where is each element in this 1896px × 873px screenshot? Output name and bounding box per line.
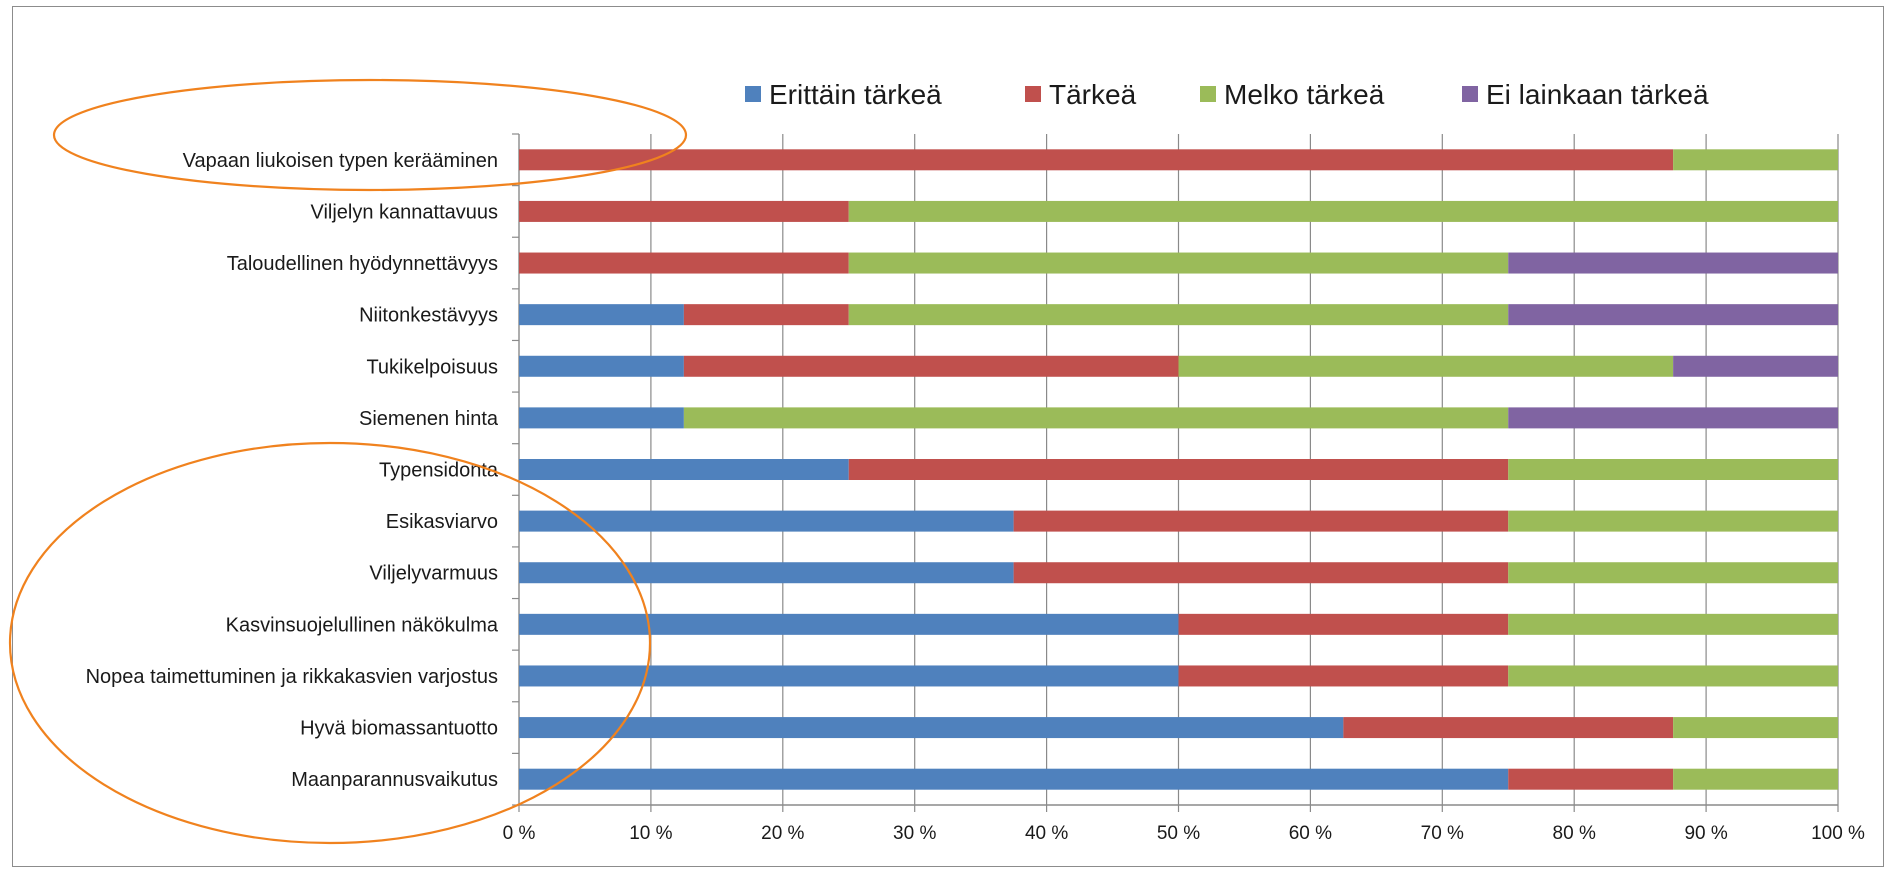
bar-segment-tarkea-kasvinsuojelullinen-nakokulma	[1178, 613, 1509, 635]
bar-segment-tarkea-tukikelpoisuus	[683, 355, 1179, 377]
bars	[519, 149, 1838, 790]
bar-segment-erittain-tarkea-niitonkestavyys	[519, 304, 684, 326]
bar-segment-erittain-tarkea-viljelyvarmuus	[519, 562, 1014, 584]
bar-segment-erittain-tarkea-siemenen-hinta	[519, 407, 684, 429]
bar-segment-melko-tarkea-viljelyn-kannattavuus	[848, 200, 1838, 222]
highlight-ellipse	[8, 441, 652, 845]
bar-segment-tarkea-taloudellinen-hyodynnettavyys	[519, 252, 849, 274]
bar-segment-ei-lainkaan-tarkea-taloudellinen-hyodynnettavyys	[1508, 252, 1838, 274]
x-tick-label: 30 %	[893, 823, 936, 844]
bar-segment-melko-tarkea-nopea-taimettuminen-ja-rikkakasvien-varjostus	[1508, 665, 1838, 687]
bar-segment-ei-lainkaan-tarkea-tukikelpoisuus	[1673, 355, 1838, 377]
category-label: Viljelyn kannattavuus	[310, 201, 498, 223]
category-label: Maanparannusvaikutus	[291, 769, 498, 791]
bar-segment-erittain-tarkea-hyva-biomassantuotto	[519, 717, 1344, 739]
category-labels: Vapaan liukoisen typen kerääminen Viljely…	[86, 150, 499, 791]
bar-segment-erittain-tarkea-esikasviarvo	[519, 510, 1014, 532]
bar-segment-erittain-tarkea-typensidonta	[519, 459, 849, 480]
category-label: Niitonkestävyys	[359, 305, 498, 327]
x-tick-label: 60 %	[1289, 823, 1332, 844]
x-tick-label: 0 %	[503, 823, 536, 844]
bar-segment-melko-tarkea-vapaan-liukoisen-typen-keraaminen	[1673, 149, 1838, 171]
category-label: Taloudellinen hyödynnettävyys	[227, 253, 498, 275]
bar-segment-ei-lainkaan-tarkea-niitonkestavyys	[1508, 304, 1838, 326]
legend-label-erittain-tarkea: Erittäin tärkeä	[769, 79, 942, 110]
category-label: Tukikelpoisuus	[366, 356, 498, 378]
category-label: Viljelyvarmuus	[369, 563, 498, 585]
x-tick-label: 20 %	[761, 823, 804, 844]
x-tick-label: 50 %	[1157, 823, 1200, 844]
bar-segment-tarkea-viljelyvarmuus	[1013, 562, 1509, 584]
bar-segment-tarkea-hyva-biomassantuotto	[1343, 717, 1674, 739]
category-label: Esikasviarvo	[386, 511, 498, 533]
bar-segment-erittain-tarkea-kasvinsuojelullinen-nakokulma	[519, 613, 1179, 635]
bar-segment-erittain-tarkea-tukikelpoisuus	[519, 355, 684, 377]
bar-segment-tarkea-niitonkestavyys	[683, 304, 849, 326]
annotations	[8, 78, 688, 845]
bar-segment-erittain-tarkea-maanparannusvaikutus	[519, 768, 1509, 790]
legend-label-ei-lainkaan-tarkea: Ei lainkaan tärkeä	[1486, 79, 1709, 110]
category-label: Nopea taimettuminen ja rikkakasvien varj…	[86, 666, 498, 688]
bar-segment-melko-tarkea-esikasviarvo	[1508, 510, 1838, 532]
bar-segment-melko-tarkea-typensidonta	[1508, 459, 1838, 480]
legend-swatch-erittain-tarkea	[745, 86, 761, 102]
category-label: Typensidonta	[379, 460, 499, 482]
highlight-ellipse	[52, 78, 688, 192]
x-tick-label: 80 %	[1553, 823, 1596, 844]
bar-segment-melko-tarkea-maanparannusvaikutus	[1673, 768, 1838, 790]
x-tick-label: 90 %	[1684, 823, 1727, 844]
bar-segment-melko-tarkea-niitonkestavyys	[848, 304, 1509, 326]
x-tick-label: 40 %	[1025, 823, 1068, 844]
bar-segment-tarkea-maanparannusvaikutus	[1508, 768, 1674, 790]
x-tick-label: 100 %	[1811, 823, 1865, 844]
category-label: Hyvä biomassantuotto	[300, 718, 498, 740]
bar-segment-melko-tarkea-tukikelpoisuus	[1178, 355, 1674, 377]
bar-segment-melko-tarkea-kasvinsuojelullinen-nakokulma	[1508, 613, 1838, 635]
bar-segment-erittain-tarkea-nopea-taimettuminen-ja-rikkakasvien-varjostus	[519, 665, 1179, 687]
x-tick-label: 70 %	[1421, 823, 1464, 844]
bar-segment-melko-tarkea-viljelyvarmuus	[1508, 562, 1838, 584]
legend-label-tarkea: Tärkeä	[1049, 79, 1137, 110]
legend: Erittäin tärkeä Tärkeä Melko tärkeä Ei lain…	[745, 79, 1709, 110]
bar-segment-tarkea-vapaan-liukoisen-typen-keraaminen	[519, 149, 1674, 171]
category-label: Siemenen hinta	[359, 408, 499, 430]
bar-segment-melko-tarkea-taloudellinen-hyodynnettavyys	[848, 252, 1509, 274]
legend-swatch-tarkea	[1025, 86, 1041, 102]
legend-swatch-melko-tarkea	[1200, 86, 1216, 102]
x-tick-labels: 0 % 10 % 20 % 30 % 40 % 50 % 60 % 70 % 80 % 90 % 1…	[503, 823, 1865, 844]
category-label: Vapaan liukoisen typen kerääminen	[183, 150, 498, 172]
bar-segment-tarkea-nopea-taimettuminen-ja-rikkakasvien-varjostus	[1178, 665, 1509, 687]
legend-label-melko-tarkea: Melko tärkeä	[1224, 79, 1385, 110]
legend-swatch-ei-lainkaan-tarkea	[1462, 86, 1478, 102]
bar-segment-tarkea-typensidonta	[848, 459, 1509, 480]
x-tick-label: 10 %	[629, 823, 672, 844]
bar-segment-tarkea-viljelyn-kannattavuus	[519, 200, 849, 222]
bar-segment-melko-tarkea-siemenen-hinta	[683, 407, 1509, 429]
bar-segment-tarkea-esikasviarvo	[1013, 510, 1509, 532]
category-label: Kasvinsuojelullinen näkökulma	[226, 614, 499, 636]
bar-segment-melko-tarkea-hyva-biomassantuotto	[1673, 717, 1838, 739]
bar-segment-ei-lainkaan-tarkea-siemenen-hinta	[1508, 407, 1838, 429]
